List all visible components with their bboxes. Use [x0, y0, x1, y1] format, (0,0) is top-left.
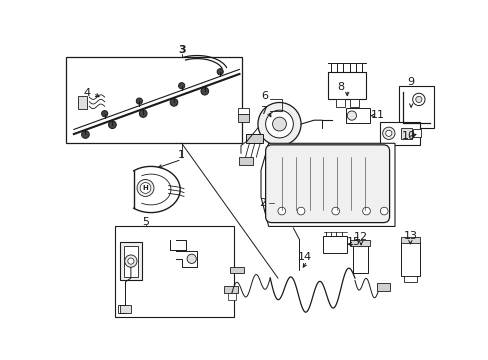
Bar — [227, 293, 235, 300]
Bar — [230, 266, 244, 273]
Circle shape — [415, 96, 421, 103]
Circle shape — [136, 98, 142, 104]
FancyBboxPatch shape — [265, 145, 389, 222]
Circle shape — [385, 130, 391, 136]
Bar — [327, 72, 366, 99]
Text: 13: 13 — [403, 231, 417, 241]
Bar — [238, 114, 248, 122]
Bar — [239, 157, 253, 165]
Bar — [78, 95, 87, 109]
Bar — [404, 276, 416, 282]
Bar — [66, 57, 241, 143]
Circle shape — [102, 111, 107, 117]
Bar — [349, 239, 369, 246]
Circle shape — [380, 207, 387, 215]
Bar — [120, 305, 131, 313]
Circle shape — [124, 255, 137, 267]
Circle shape — [108, 121, 116, 129]
Bar — [115, 226, 234, 316]
Bar — [400, 128, 411, 139]
Bar — [238, 108, 248, 114]
Text: 1: 1 — [178, 150, 185, 160]
Text: 4: 4 — [83, 88, 90, 98]
Circle shape — [187, 254, 196, 264]
Text: 5: 5 — [142, 217, 149, 227]
Bar — [123, 246, 138, 276]
Circle shape — [140, 183, 151, 193]
Circle shape — [139, 110, 147, 117]
Text: 3: 3 — [178, 45, 185, 55]
Bar — [335, 99, 344, 107]
Circle shape — [217, 69, 223, 75]
Text: H: H — [142, 185, 148, 191]
Circle shape — [297, 207, 305, 215]
Bar — [224, 286, 238, 293]
Polygon shape — [261, 143, 394, 226]
Circle shape — [412, 93, 424, 105]
Circle shape — [331, 207, 339, 215]
Circle shape — [346, 111, 356, 120]
Bar — [245, 134, 262, 143]
Bar — [120, 242, 142, 280]
Text: 10: 10 — [401, 131, 415, 141]
Circle shape — [277, 207, 285, 215]
Circle shape — [272, 117, 286, 131]
Circle shape — [265, 110, 293, 138]
Text: 8: 8 — [337, 82, 344, 92]
Text: 7: 7 — [260, 106, 267, 116]
Bar — [345, 108, 369, 123]
Text: 15: 15 — [346, 237, 360, 247]
Bar — [379, 122, 419, 145]
Circle shape — [382, 127, 394, 139]
Bar — [398, 86, 433, 128]
Circle shape — [362, 207, 369, 215]
Bar — [349, 99, 358, 107]
Circle shape — [81, 131, 89, 138]
Circle shape — [170, 99, 178, 106]
Bar — [413, 130, 420, 137]
Bar — [400, 242, 419, 276]
Text: 12: 12 — [353, 232, 367, 242]
Circle shape — [257, 103, 301, 145]
Text: 14: 14 — [297, 252, 311, 262]
Circle shape — [137, 180, 154, 197]
Text: 11: 11 — [370, 110, 384, 120]
Bar — [400, 237, 419, 243]
Text: 6: 6 — [261, 91, 268, 100]
Bar — [352, 243, 367, 273]
Circle shape — [178, 83, 184, 89]
Text: 9: 9 — [407, 77, 414, 87]
Circle shape — [127, 258, 134, 264]
Bar — [376, 283, 389, 291]
Circle shape — [201, 87, 208, 95]
Bar — [322, 236, 346, 253]
Text: 2: 2 — [259, 198, 265, 208]
